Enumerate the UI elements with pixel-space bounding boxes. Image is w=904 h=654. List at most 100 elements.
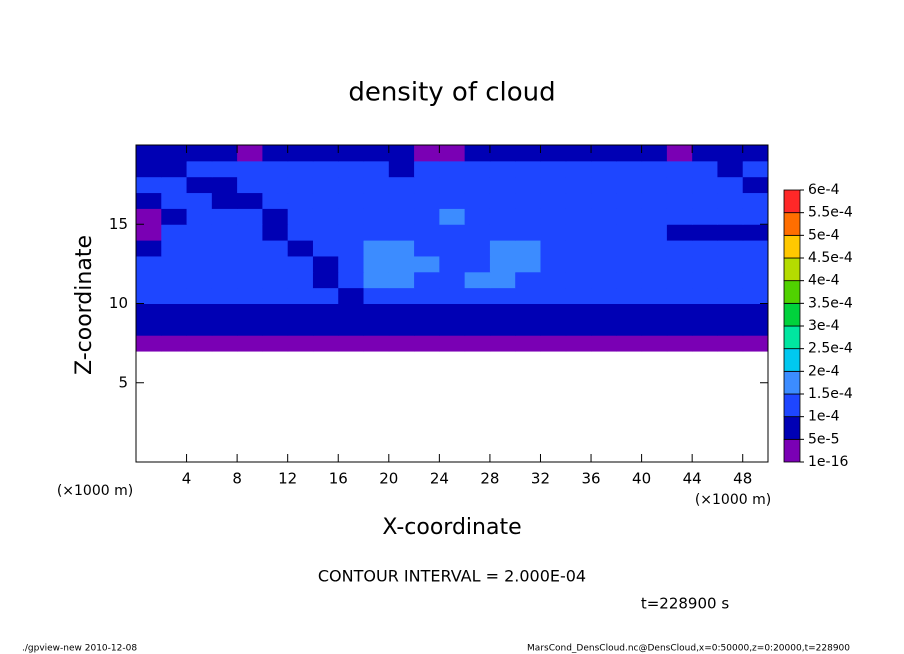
contour-cell xyxy=(666,271,693,289)
contour-cell xyxy=(388,176,415,194)
colorbar-box xyxy=(783,234,801,259)
contour-cell xyxy=(136,145,162,162)
contour-cell xyxy=(464,303,491,320)
contour-cell xyxy=(262,303,289,320)
contour-cell xyxy=(186,224,213,241)
chart-title: density of cloud xyxy=(348,78,555,108)
contour-cell xyxy=(161,287,188,304)
contour-cell xyxy=(186,303,213,320)
contour-cell xyxy=(540,208,567,225)
contour-cell xyxy=(136,303,162,320)
contour-cell xyxy=(363,319,390,336)
contour-cell xyxy=(312,145,339,162)
contour-cell xyxy=(692,319,718,336)
contour-cell xyxy=(515,176,541,194)
contour-cell xyxy=(515,287,541,304)
contour-cell xyxy=(237,145,263,162)
y-axis-label: Z-coordinate xyxy=(72,235,97,375)
contour-cell xyxy=(464,335,491,352)
contour-cell xyxy=(388,145,415,162)
contour-cell xyxy=(186,319,213,336)
contour-cell xyxy=(388,224,415,241)
contour-cell xyxy=(717,208,744,225)
contour-cell xyxy=(515,145,541,162)
contour-cell xyxy=(439,271,466,289)
contour-cell xyxy=(489,255,516,273)
contour-cell xyxy=(211,255,238,273)
colorbar-box xyxy=(783,302,801,327)
contour-cell xyxy=(439,335,466,352)
contour-cell xyxy=(717,271,744,289)
colorbar-box xyxy=(783,370,801,395)
contour-cell xyxy=(540,160,567,178)
contour-cell xyxy=(161,319,188,336)
contour-cell xyxy=(414,271,440,289)
contour-cell xyxy=(136,335,162,352)
contour-cell xyxy=(464,160,491,178)
contour-cell xyxy=(565,287,592,304)
contour-cell xyxy=(515,319,541,336)
contour-cell xyxy=(237,335,263,352)
contour-cell xyxy=(414,240,440,257)
contour-cell xyxy=(565,208,592,225)
contour-cell xyxy=(591,145,617,162)
contour-cell xyxy=(414,145,440,162)
colorbar-label: 2e-4 xyxy=(808,363,840,379)
contour-cell xyxy=(641,303,668,320)
contour-cell xyxy=(591,208,617,225)
contour-cell xyxy=(262,287,289,304)
contour-cell xyxy=(641,176,668,194)
contour-cell xyxy=(136,271,162,289)
contour-cell xyxy=(161,303,188,320)
contour-cell xyxy=(136,224,162,241)
contour-cell xyxy=(489,176,516,194)
contour-cell xyxy=(338,176,365,194)
contour-cell xyxy=(565,271,592,289)
contour-cell xyxy=(161,240,188,257)
contour-cell xyxy=(489,160,516,178)
contour-cell xyxy=(312,224,339,241)
contour-cell xyxy=(186,176,213,194)
contour-cell xyxy=(363,192,390,209)
contour-cell xyxy=(742,240,769,257)
contour-cell xyxy=(717,160,744,178)
contour-cell xyxy=(186,271,213,289)
contour-cell xyxy=(161,160,188,178)
contour-cell xyxy=(363,271,390,289)
contour-cell xyxy=(717,240,744,257)
contour-cell xyxy=(692,335,718,352)
contour-cell xyxy=(692,145,718,162)
contour-cell xyxy=(312,208,339,225)
contour-cell xyxy=(565,255,592,273)
contour-cell xyxy=(565,240,592,257)
contour-cell xyxy=(312,303,339,320)
x-unit: (×1000 m) xyxy=(57,483,133,499)
contour-cell xyxy=(641,224,668,241)
contour-cell xyxy=(666,319,693,336)
x-tick-label: 12 xyxy=(278,470,297,488)
contour-cell xyxy=(489,145,516,162)
contour-cell xyxy=(262,192,289,209)
contour-cell xyxy=(666,224,693,241)
contour-cell xyxy=(692,176,718,194)
contour-cell xyxy=(540,287,567,304)
contour-cell xyxy=(565,145,592,162)
contour-cell xyxy=(742,145,769,162)
contour-cell xyxy=(287,271,314,289)
contour-cell xyxy=(692,303,718,320)
contour-cell xyxy=(666,335,693,352)
contour-cell xyxy=(262,160,289,178)
colorbar-label: 6e-4 xyxy=(808,182,840,198)
contour-cell xyxy=(237,208,263,225)
contour-cell xyxy=(742,208,769,225)
contour-cell xyxy=(136,255,162,273)
contour-cell xyxy=(363,287,390,304)
contour-cell xyxy=(489,192,516,209)
contour-cell xyxy=(287,287,314,304)
contour-cell xyxy=(515,160,541,178)
contour-cell xyxy=(211,208,238,225)
contour-cell xyxy=(312,319,339,336)
colorbar-label: 5e-5 xyxy=(808,431,839,447)
contour-cell xyxy=(717,319,744,336)
contour-cell xyxy=(287,303,314,320)
